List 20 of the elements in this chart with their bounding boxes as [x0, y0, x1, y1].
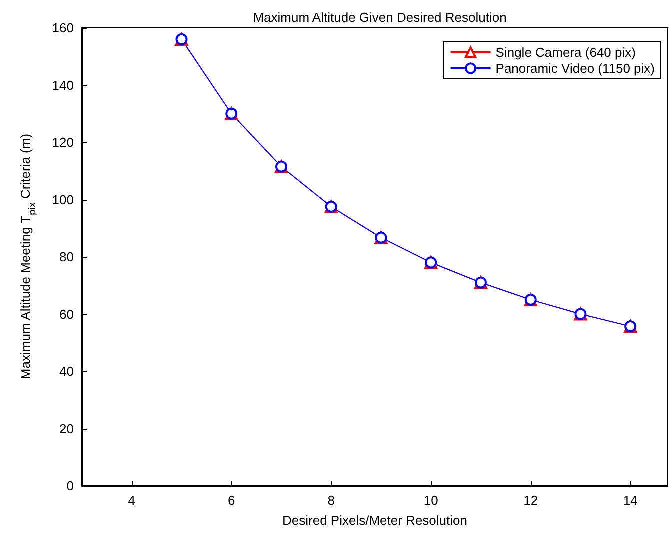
x-tick-label: 10	[424, 493, 438, 508]
y-tick-label: 80	[60, 250, 74, 264]
x-tick-label: 6	[228, 493, 236, 508]
y-tick-label: 20	[60, 421, 74, 436]
x-axis-title: Desired Pixels/Meter Resolution	[282, 513, 468, 528]
y-tick-label: 0	[66, 478, 74, 494]
chart-title: Maximum Altitude Given Desired Resolution	[253, 10, 507, 25]
y-tick-label: 100	[52, 192, 74, 208]
x-tick-label: 4	[128, 493, 136, 508]
y-tick-label: 60	[60, 306, 74, 322]
y-axis-title: Maximum Altitude Meeting Tpix Criteria (m)	[18, 134, 38, 380]
y-tick-label: 160	[52, 20, 74, 36]
x-tick-label: 8	[328, 493, 335, 508]
y-tick-label: 120	[52, 135, 74, 150]
y-tick-label: 40	[60, 364, 74, 379]
legend-label: Single Camera (640 pix)	[496, 45, 636, 60]
x-tick-label: 14	[623, 493, 638, 508]
x-tick-label: 12	[524, 493, 538, 508]
y-tick-label: 140	[52, 78, 74, 93]
legend-label: Panoramic Video (1150 pix)	[496, 61, 655, 76]
